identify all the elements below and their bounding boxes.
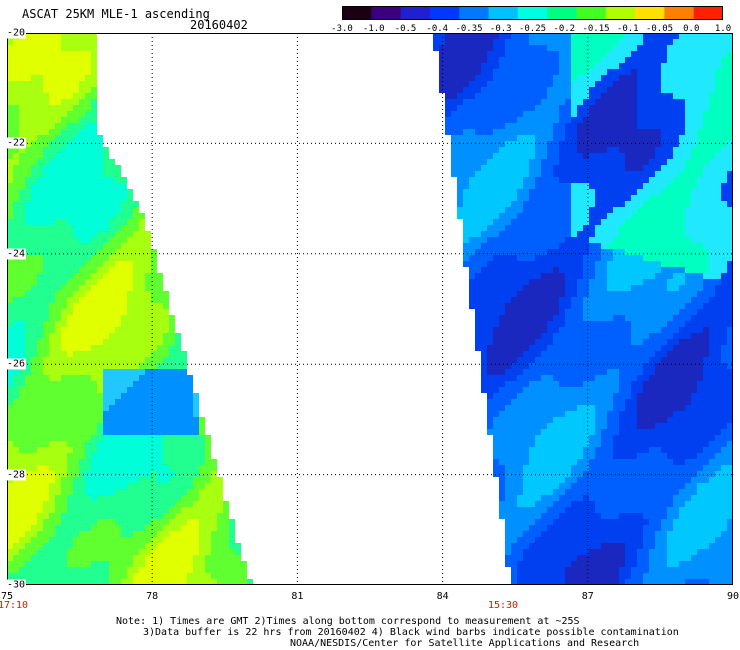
x-tick-label: 78 [146, 591, 159, 602]
colorbar-label: -0.2 [553, 24, 576, 34]
map-title: ASCAT 25KM MLE-1 ascending [22, 7, 210, 21]
colorbar-segment [693, 6, 723, 20]
y-tick-label: -28 [6, 469, 27, 481]
time-label-right: 15:30 [487, 600, 519, 611]
colorbar-label: 1.0 [714, 24, 732, 34]
colorbar-segment [517, 6, 548, 20]
colorbar-segment [547, 6, 578, 20]
y-tick-label: -20 [6, 27, 27, 39]
time-label-left: 17:10 [0, 600, 29, 611]
x-tick-label: 87 [581, 591, 594, 602]
note-line-2: 3)Data buffer is 22 hrs from 20160402 4)… [143, 627, 679, 638]
colorbar-label: -0.25 [518, 24, 547, 34]
colorbar-segment [635, 6, 665, 20]
colorbar-segment [605, 6, 636, 20]
colorbar-segment [371, 6, 402, 20]
colorbar-label: -1.0 [362, 24, 385, 34]
colorbar-segment [459, 6, 490, 20]
x-tick-label: 81 [291, 591, 304, 602]
note-line-1: Note: 1) Times are GMT 2)Times along bot… [116, 616, 580, 627]
colorbar-label: -0.15 [582, 24, 610, 34]
y-tick-label: -24 [6, 248, 27, 260]
x-tick-label: 75 [0, 591, 14, 602]
x-tick-label: 84 [436, 591, 449, 602]
colorbar-label: -0.1 [616, 24, 639, 34]
y-tick-label: -26 [6, 358, 27, 370]
colorbar-label: 0.0 [683, 24, 700, 34]
map-date: 20160402 [190, 18, 248, 32]
note-line-3: NOAA/NESDIS/Center for Satellite Applica… [290, 638, 640, 649]
colorbar-segment [342, 6, 372, 20]
y-tick-label: -30 [6, 579, 27, 591]
colorbar-segment [488, 6, 519, 20]
colorbar-label: -0.3 [489, 24, 512, 34]
colorbar [342, 6, 723, 20]
colorbar-segment [576, 6, 607, 20]
colorbar-segment [400, 6, 431, 20]
colorbar-segment [429, 6, 460, 20]
colorbar-label: -0.05 [645, 24, 674, 34]
colorbar-label: -3.0 [331, 24, 353, 34]
colorbar-label: -0.35 [455, 24, 483, 34]
swath-map [7, 33, 733, 585]
colorbar-label: -0.4 [426, 24, 449, 34]
colorbar-label: -0.5 [394, 24, 417, 34]
colorbar-segment [664, 6, 695, 20]
y-tick-label: -22 [6, 137, 27, 149]
x-tick-label: 90 [726, 591, 740, 602]
